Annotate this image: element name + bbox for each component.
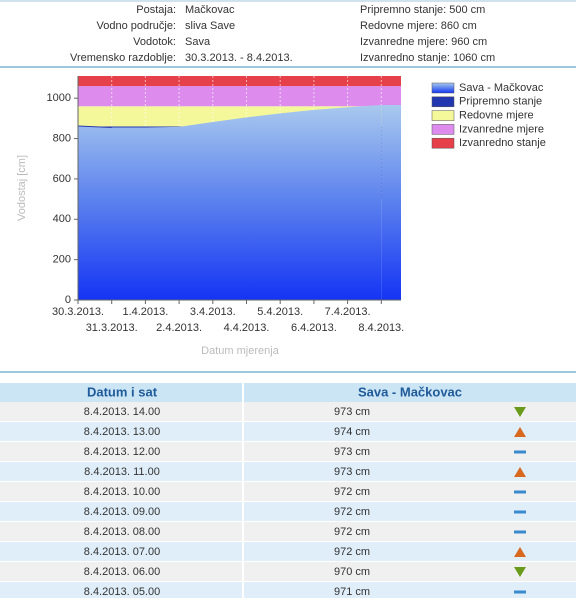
level-info: Redovne mjere: 860 cm xyxy=(360,20,477,32)
y-axis-title: Vodostaj [cm] xyxy=(16,155,28,221)
row-value: 973 cm xyxy=(334,446,370,458)
row-value: 974 cm xyxy=(334,426,370,438)
row-date: 8.4.2013. 11.00 xyxy=(84,466,160,478)
table-row xyxy=(0,582,576,601)
x-tick-label: 7.4.2013. xyxy=(325,306,371,318)
table-row xyxy=(0,502,576,521)
trend-flat xyxy=(514,510,526,514)
table-header-bg xyxy=(0,383,576,402)
row-date: 8.4.2013. 05.00 xyxy=(84,586,160,598)
y-tick-label: 600 xyxy=(53,173,71,185)
table-row xyxy=(0,422,576,441)
x-tick-label: 30.3.2013. xyxy=(52,306,104,318)
table-row xyxy=(0,402,576,421)
row-date: 8.4.2013. 13.00 xyxy=(84,426,160,438)
trend-down xyxy=(514,567,526,577)
trend-flat xyxy=(514,450,526,454)
row-value: 971 cm xyxy=(334,586,370,598)
area xyxy=(78,105,382,301)
trend-flat xyxy=(514,590,526,594)
legend-label: Pripremno stanje xyxy=(459,96,542,108)
legend-swatch xyxy=(431,96,455,108)
row-date: 8.4.2013. 10.00 xyxy=(84,486,160,498)
trend-down xyxy=(514,407,526,417)
x-tick-label: 31.3.2013. xyxy=(86,322,138,334)
level-info: Pripremno stanje: 500 cm xyxy=(360,4,485,16)
legend-swatch xyxy=(431,110,455,121)
threshold-band xyxy=(78,76,401,87)
row-date: 8.4.2013. 14.00 xyxy=(84,406,160,418)
y-tick-label: 200 xyxy=(53,254,71,266)
y-tick-label: 0 xyxy=(65,294,71,306)
row-value: 972 cm xyxy=(334,486,370,498)
legend-label: Redovne mjere xyxy=(459,110,534,122)
row-value: 970 cm xyxy=(334,566,370,578)
x-axis-title: Datum mjerenja xyxy=(201,345,280,357)
x-tick-label: 8.4.2013. xyxy=(358,322,404,334)
table-row xyxy=(0,542,576,561)
row-date: 8.4.2013. 09.00 xyxy=(84,506,160,518)
legend-swatch xyxy=(431,137,455,149)
info-value: Sava xyxy=(185,36,211,48)
threshold-band xyxy=(78,86,401,107)
row-value: 972 cm xyxy=(334,546,370,558)
row-date: 8.4.2013. 06.00 xyxy=(84,566,160,578)
trend-up xyxy=(514,547,526,557)
info-label: Vremensko razdoblje: xyxy=(70,52,176,64)
x-tick-label: 1.4.2013. xyxy=(122,306,168,318)
trend-up xyxy=(514,427,526,437)
legend-label: Izvanredne mjere xyxy=(459,123,544,135)
table-row xyxy=(0,522,576,541)
x-tick-label: 6.4.2013. xyxy=(291,322,337,334)
trend-up xyxy=(514,467,526,477)
trend-flat xyxy=(514,530,526,534)
row-date: 8.4.2013. 08.00 xyxy=(84,526,160,538)
info-value: Mačkovac xyxy=(185,4,235,16)
row-date: 8.4.2013. 12.00 xyxy=(84,446,160,458)
info-label: Vodno područje: xyxy=(96,20,176,32)
y-tick-label: 400 xyxy=(53,213,71,225)
legend-swatch xyxy=(431,124,455,135)
row-value: 973 cm xyxy=(334,466,370,478)
x-tick-label: 4.4.2013. xyxy=(224,322,270,334)
x-tick-label: 2.4.2013. xyxy=(156,322,202,334)
row-date: 8.4.2013. 07.00 xyxy=(84,546,160,558)
column-header: Datum i sat xyxy=(87,384,158,399)
area-tail xyxy=(381,105,401,301)
x-tick-label: 3.4.2013. xyxy=(190,306,236,318)
column-header: Sava - Mačkovac xyxy=(358,384,462,399)
info-value: sliva Save xyxy=(185,20,235,32)
y-tick-label: 1000 xyxy=(47,92,71,104)
table-row xyxy=(0,442,576,461)
trend-flat xyxy=(514,490,526,494)
legend-label: Izvanredno stanje xyxy=(459,137,546,149)
table-row xyxy=(0,482,576,501)
row-value: 973 cm xyxy=(334,406,370,418)
info-label: Postaja: xyxy=(136,4,176,16)
row-value: 972 cm xyxy=(334,506,370,518)
info-value: 30.3.2013. - 8.4.2013. xyxy=(185,52,293,64)
area-edge xyxy=(77,125,112,128)
legend-swatch xyxy=(431,82,455,94)
y-tick-label: 800 xyxy=(53,132,71,144)
legend-label: Sava - Mačkovac xyxy=(459,82,544,94)
level-info: Izvanredne mjere: 960 cm xyxy=(360,36,487,48)
table-row xyxy=(0,462,576,481)
x-tick-label: 5.4.2013. xyxy=(257,306,303,318)
info-label: Vodotok: xyxy=(133,36,176,48)
table-row xyxy=(0,562,576,581)
level-info: Izvanredno stanje: 1060 cm xyxy=(360,52,495,64)
row-value: 972 cm xyxy=(334,526,370,538)
